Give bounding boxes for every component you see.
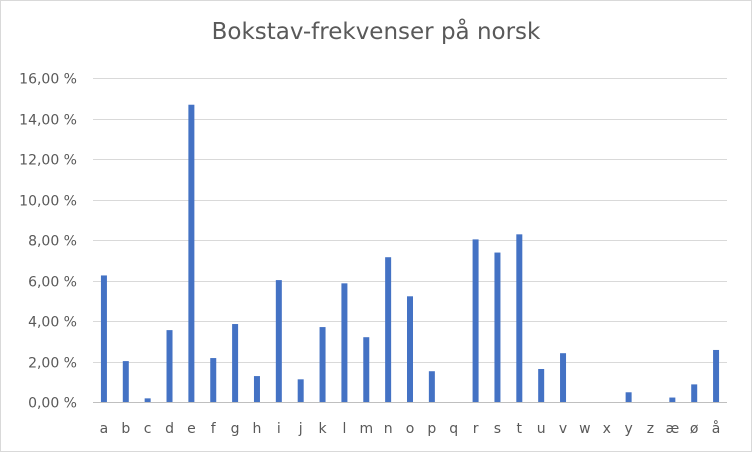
x-tick-label: o [406,421,415,437]
bar [428,371,435,402]
bar [275,280,282,402]
x-tick-label: l [342,421,346,437]
x-tick-label: x [603,421,611,437]
x-tick-label: s [494,421,501,437]
x-tick-label: h [253,421,262,437]
bar [538,368,545,402]
x-tick-label: g [231,421,240,437]
x-tick-label: å [712,420,721,437]
chart-title: Bokstav-frekvenser på norsk [211,19,541,45]
x-tick-label: d [165,421,174,437]
bar [122,361,129,402]
bar [472,239,479,402]
y-tick-label: 4,00 % [28,315,77,331]
bar [560,353,567,402]
x-tick-label: æ [665,421,679,437]
bar [144,398,151,402]
bar [188,104,195,402]
y-tick-label: 12,00 % [19,153,77,169]
x-tick-label: t [517,421,523,437]
bar [253,376,260,402]
bar [516,234,523,402]
bar [691,384,698,402]
x-tick-label: r [473,421,479,437]
x-tick-label: z [647,421,654,437]
y-tick-label: 6,00 % [28,275,77,291]
bar [232,324,239,402]
y-tick-label: 2,00 % [28,356,77,372]
y-tick-label: 0,00 % [28,396,77,412]
x-tick-label: w [579,421,590,437]
bar [713,349,720,402]
bar [319,327,326,402]
x-tick-label: m [359,421,373,437]
y-tick-label: 14,00 % [19,113,77,129]
x-tick-label: c [144,421,152,437]
y-tick-label: 16,00 % [19,72,77,88]
bar [297,379,304,402]
x-tick-label: j [298,421,303,437]
x-tick-label: f [211,421,217,437]
bar [210,358,217,402]
x-tick-label: q [449,421,458,437]
bar [494,252,501,402]
x-tick-label: y [624,421,632,437]
bar [166,330,173,402]
x-tick-label: e [187,421,196,437]
y-tick-label: 8,00 % [28,234,77,250]
bar [363,337,370,402]
x-tick-label: n [384,421,393,437]
x-tick-label: v [559,421,567,437]
y-tick-label: 10,00 % [19,194,77,210]
x-tick-label: p [427,421,436,437]
bar [100,275,107,402]
bar [669,397,676,402]
x-tick-label: k [318,421,327,437]
x-tick-label: i [277,421,281,437]
x-tick-label: b [121,421,130,437]
x-tick-label: ø [690,421,699,437]
bar [341,283,348,402]
bar [625,392,632,402]
bar [407,296,413,402]
bar [385,257,392,402]
x-tick-label: u [537,421,546,437]
x-tick-label: a [100,421,109,437]
